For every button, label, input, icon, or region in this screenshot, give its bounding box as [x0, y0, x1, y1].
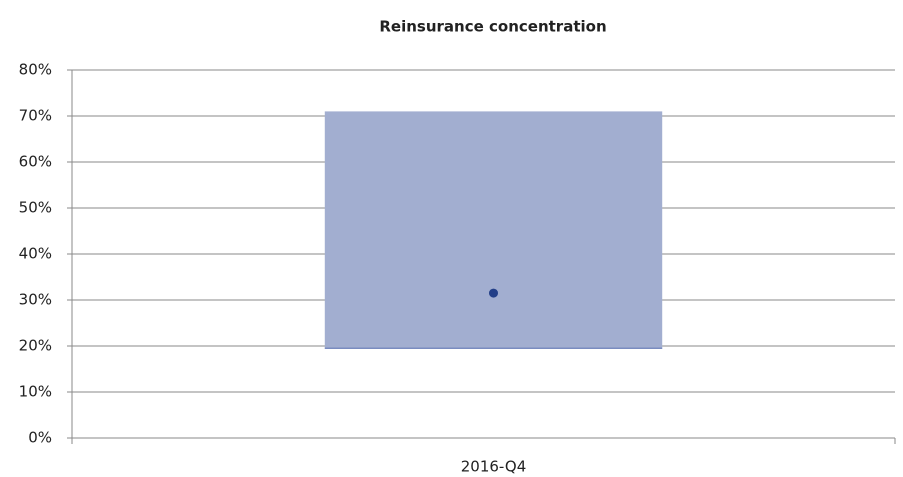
y-tick-label: 30% — [19, 291, 52, 309]
y-tick-label: 70% — [19, 107, 52, 125]
y-tick-label: 10% — [19, 383, 52, 401]
point — [489, 288, 498, 298]
y-tick-label: 20% — [19, 337, 52, 355]
range-bar — [324, 111, 663, 349]
y-tick-label: 60% — [19, 153, 52, 171]
x-tick-label: 2016-Q4 — [461, 458, 527, 476]
y-tick-label: 50% — [19, 199, 52, 217]
y-tick-label: 0% — [28, 429, 52, 447]
y-tick-label: 40% — [19, 245, 52, 263]
chart-title: Reinsurance concentration — [379, 18, 606, 36]
y-tick-label: 80% — [19, 61, 52, 79]
